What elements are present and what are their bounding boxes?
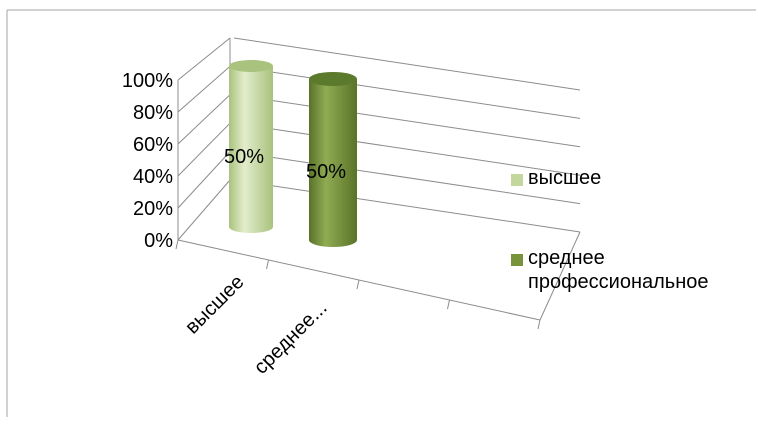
side-wall-gridline [177, 151, 231, 209]
back-wall-gridline [233, 151, 581, 205]
legend-label-srednee: среднее профессиональное [528, 247, 709, 293]
floor-right-edge [539, 231, 581, 321]
x-axis-tick [175, 239, 179, 250]
y-tick-label: 0% [144, 230, 173, 252]
back-wall-gridline [233, 94, 581, 148]
y-tick-label: 60% [133, 134, 173, 156]
x-tick-label: среднее... [250, 297, 332, 379]
x-tick-label: высшее [181, 271, 248, 338]
bars [229, 60, 357, 247]
legend-item-vysshee: высшее [511, 166, 758, 190]
x-axis-tick-labels: высшее среднее... [181, 271, 331, 379]
side-wall-gridline [177, 66, 231, 113]
y-tick-label: 40% [133, 166, 173, 188]
gridlines [177, 37, 581, 241]
data-label: 50% [224, 146, 264, 168]
y-tick-label: 20% [133, 198, 173, 220]
x-axis-tick [266, 259, 269, 270]
side-wall-gridline [177, 122, 231, 177]
data-labels: 50% 50% [224, 146, 346, 183]
legend-label-vysshee: высшее [528, 167, 602, 189]
bar-cylinder-top [309, 72, 357, 86]
side-wall-gridline [177, 37, 231, 81]
x-axis-tick [537, 319, 541, 330]
back-wall-gridline [233, 179, 581, 233]
bar-cylinder-top [229, 60, 273, 72]
side-wall-gridline [177, 179, 231, 241]
bar-cylinder-body [309, 79, 357, 247]
y-tick-label: 80% [133, 102, 173, 124]
legend-swatch-vysshee [511, 174, 523, 186]
back-wall-gridline [233, 37, 581, 91]
back-wall-gridline [233, 65, 581, 119]
side-wall-gridline [177, 94, 231, 145]
y-axis-tick-labels: 0% 20% 40% 60% 80% 100% [122, 70, 173, 252]
bar-cylinder-body [229, 66, 273, 233]
data-label: 50% [306, 161, 346, 183]
back-wall-gridline [233, 122, 581, 176]
legend-item-srednee: среднее профессиональное [511, 246, 758, 294]
legend-swatch-srednee [511, 254, 523, 266]
y-tick-label: 100% [122, 70, 173, 92]
x-axis-tick [356, 279, 360, 290]
x-axis-tick [447, 299, 450, 310]
